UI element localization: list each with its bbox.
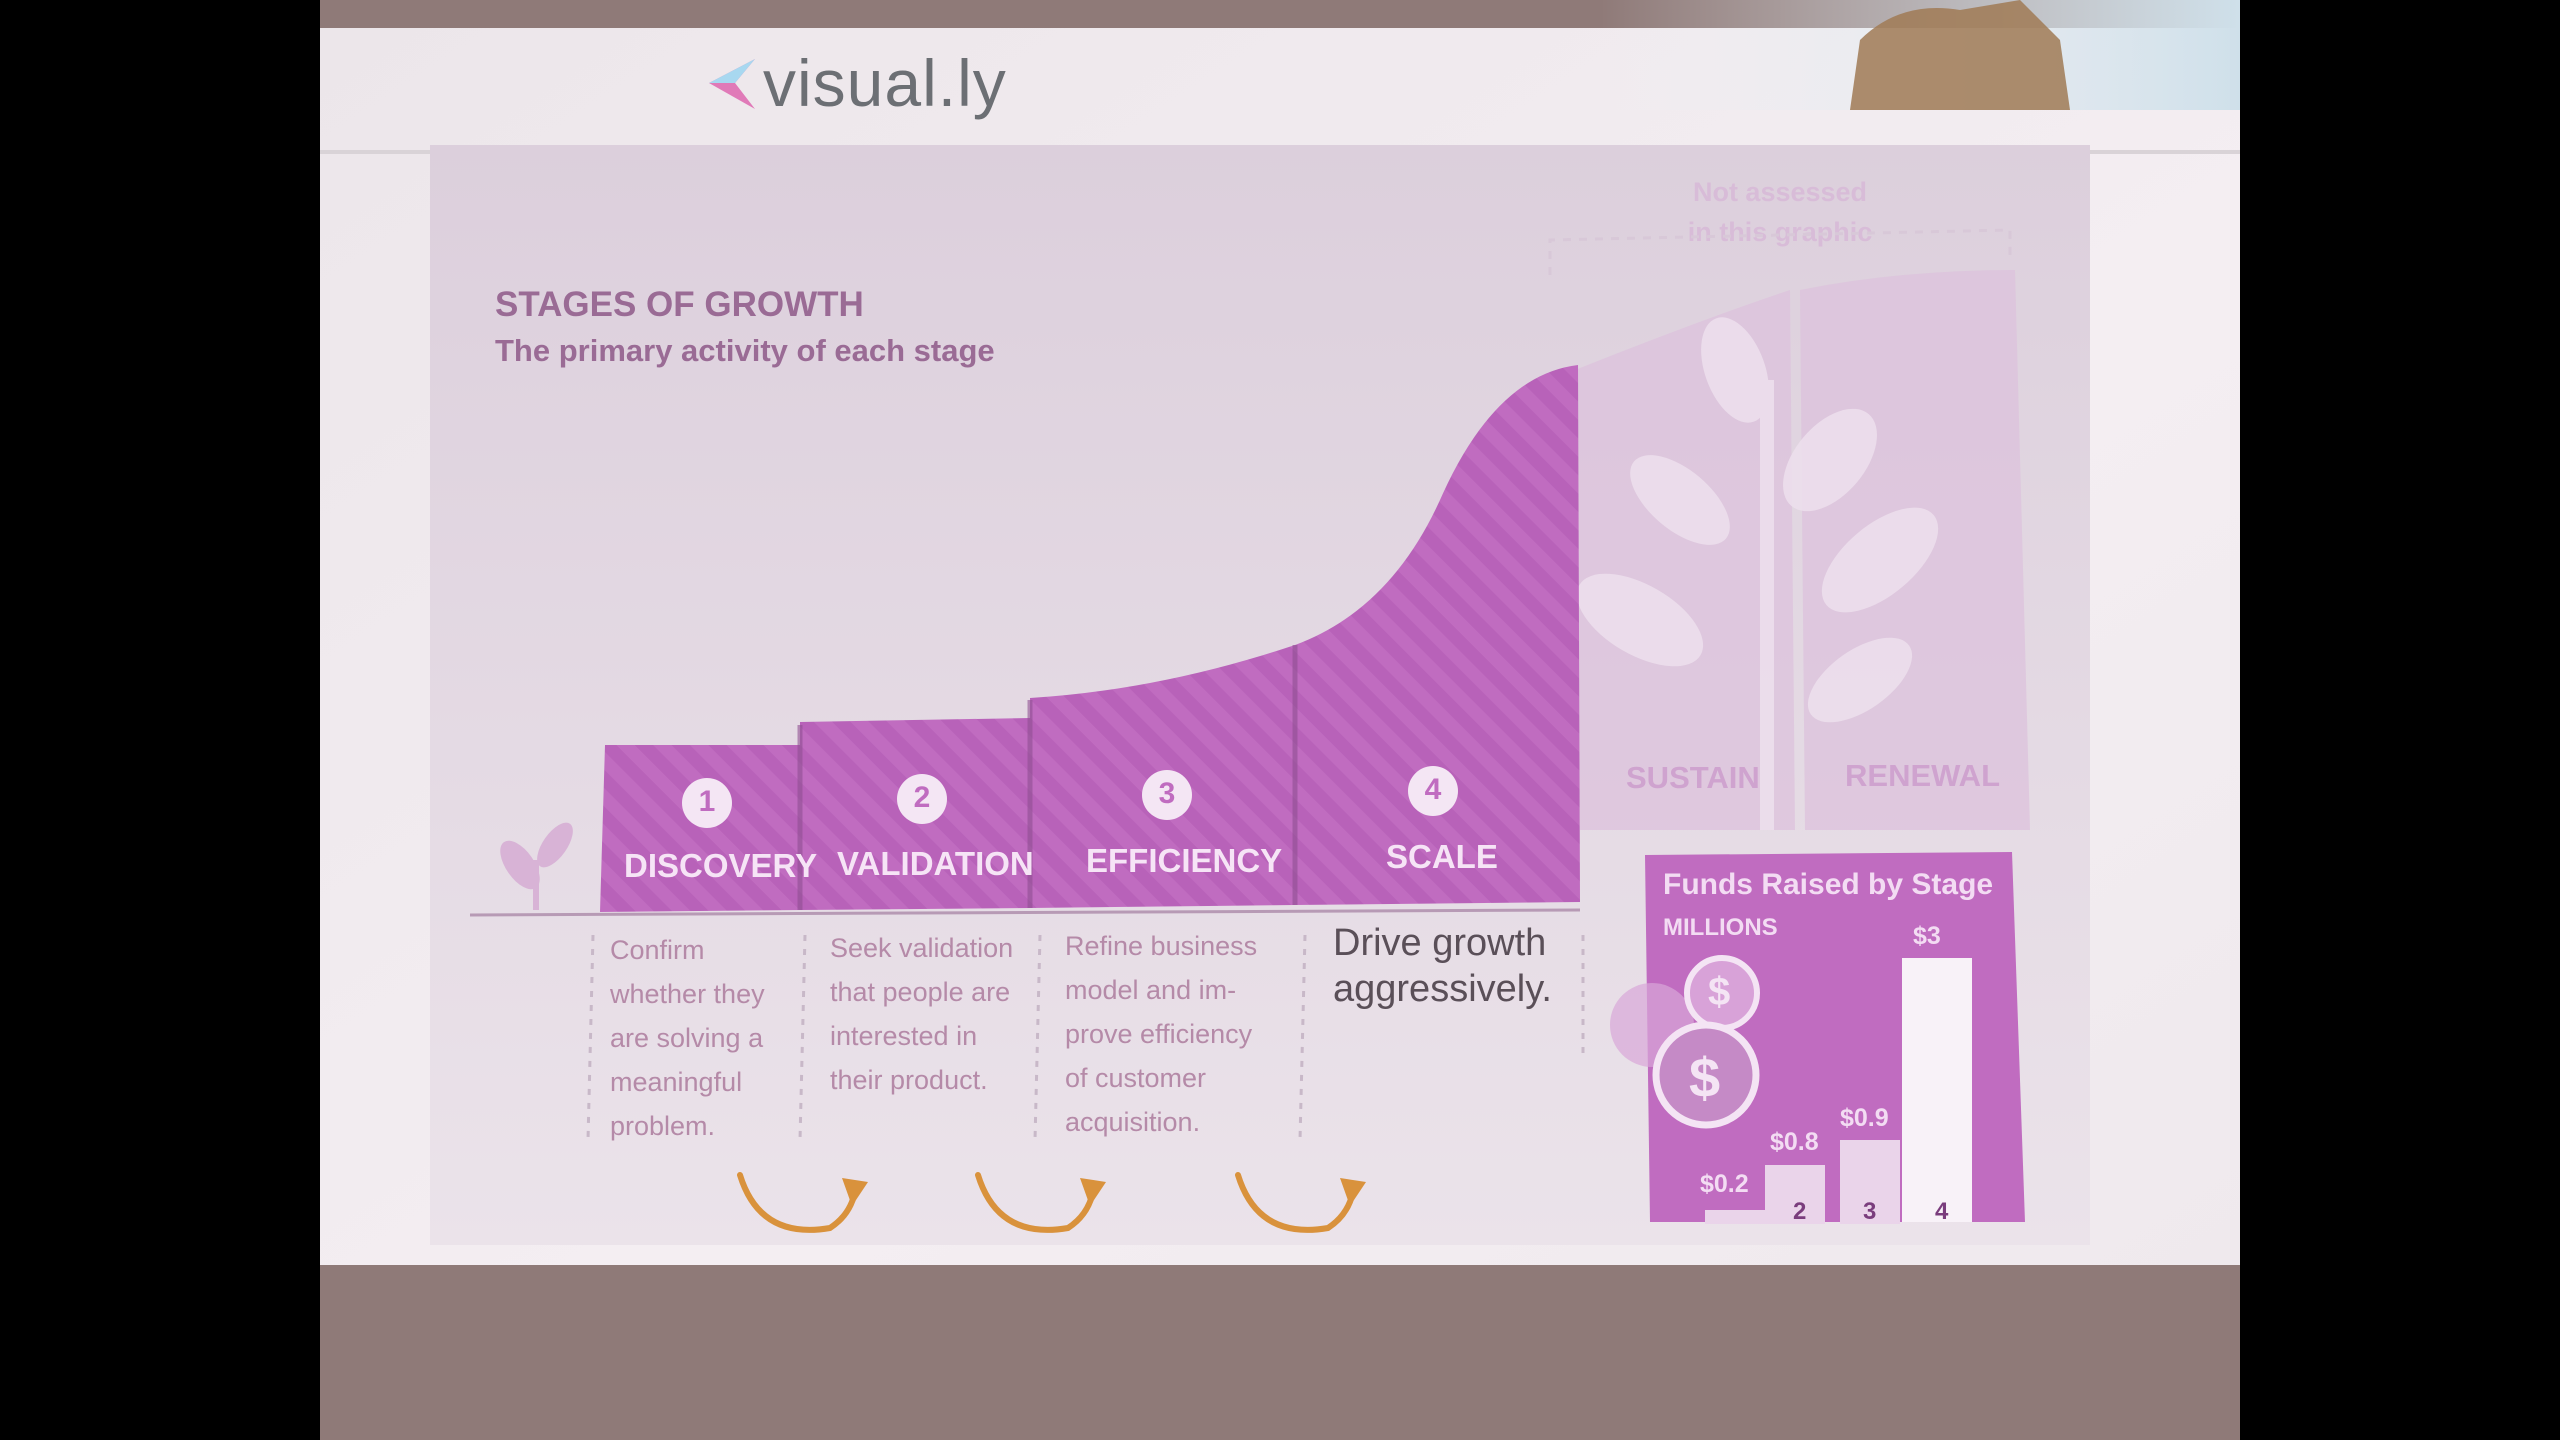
funds-value-label: $0.2 <box>1700 1170 1749 1198</box>
stage-2-number: 2 <box>913 781 931 814</box>
description-line: Drive growth <box>1333 922 1547 964</box>
renewal-label: RENEWAL <box>1845 758 2000 793</box>
description-line: meaningful <box>610 1067 743 1097</box>
stage-4-description: Drive growth aggressively. <box>1333 920 1552 1012</box>
coins-icon <box>1610 955 1760 1129</box>
coin-symbol: $ <box>1689 1046 1721 1109</box>
description-line: model and im- <box>1065 975 1237 1005</box>
description-line: interested in <box>830 1021 978 1051</box>
arrow-icon <box>975 1172 1096 1233</box>
stage-2-name: VALIDATION <box>837 845 1034 882</box>
description-line: acquisition. <box>1065 1107 1201 1137</box>
funds-stage-label: 3 <box>1863 1198 1877 1225</box>
description-line: are solving a <box>610 1023 764 1053</box>
stage-2-description: Seek validation that people are interest… <box>830 926 1013 1102</box>
stage-4-name: SCALE <box>1386 838 1498 875</box>
funds-value-label: $0.8 <box>1770 1128 1819 1156</box>
description-line: problem. <box>610 1111 716 1141</box>
funds-stage-label: 2 <box>1793 1198 1807 1225</box>
arrow-icon <box>1235 1172 1356 1233</box>
stage-1-number: 1 <box>698 785 716 818</box>
funds-bar-1 <box>1705 1210 1765 1224</box>
description-line: whether they <box>610 979 765 1009</box>
funds-unit: MILLIONS <box>1663 914 1778 941</box>
stage-3-number: 3 <box>1158 777 1176 810</box>
sustain-label: SUSTAIN <box>1626 760 1760 795</box>
funds-bar-3 <box>1840 1140 1900 1224</box>
arrow-icon <box>737 1172 858 1233</box>
funds-value-label: $0.9 <box>1840 1104 1889 1132</box>
stage-1-name: DISCOVERY <box>624 847 818 884</box>
funds-value-label: $3 <box>1913 922 1941 950</box>
description-line: of customer <box>1065 1063 1207 1093</box>
description-line: aggressively. <box>1333 968 1552 1010</box>
infographic-title: STAGES OF GROWTH <box>495 285 864 324</box>
stage-4-block <box>1295 365 1580 905</box>
description-line: Refine business <box>1065 931 1258 961</box>
stage-number-badges <box>682 766 1458 828</box>
stage-3-description: Refine business model and im- prove effi… <box>1065 924 1257 1144</box>
sprout-icon <box>500 822 573 910</box>
funds-bar-2 <box>1765 1165 1825 1224</box>
not-assessed-line-2: in this graphic <box>1687 217 1873 247</box>
description-line: that people are <box>830 977 1011 1007</box>
description-line: their product. <box>830 1065 988 1095</box>
logo-icon <box>709 59 755 109</box>
stage-1-block <box>600 745 800 912</box>
funds-bar-4 <box>1902 958 1972 1222</box>
description-line: Seek validation <box>830 933 1014 963</box>
not-assessed-line-1: Not assessed <box>1692 177 1868 207</box>
stage-3-name: EFFICIENCY <box>1086 842 1283 879</box>
not-assessed-note: Not assessed in this graphic <box>1670 172 1890 252</box>
stage-4-number: 4 <box>1424 773 1442 806</box>
brand-name: visual.ly <box>763 46 1007 120</box>
description-line: Confirm <box>610 935 705 965</box>
funds-stage-label: 4 <box>1935 1198 1949 1225</box>
funds-title: Funds Raised by Stage <box>1663 868 1994 901</box>
plant-icon <box>1576 317 1939 830</box>
infographic-subtitle: The primary activity of each stage <box>495 333 995 368</box>
coin-symbol: $ <box>1708 970 1731 1014</box>
sustain-column <box>1575 290 1795 830</box>
progression-arrows <box>737 1172 1356 1233</box>
description-line: prove efficiency <box>1065 1019 1253 1049</box>
stage-1-description: Confirm whether they are solving a meani… <box>610 928 765 1148</box>
